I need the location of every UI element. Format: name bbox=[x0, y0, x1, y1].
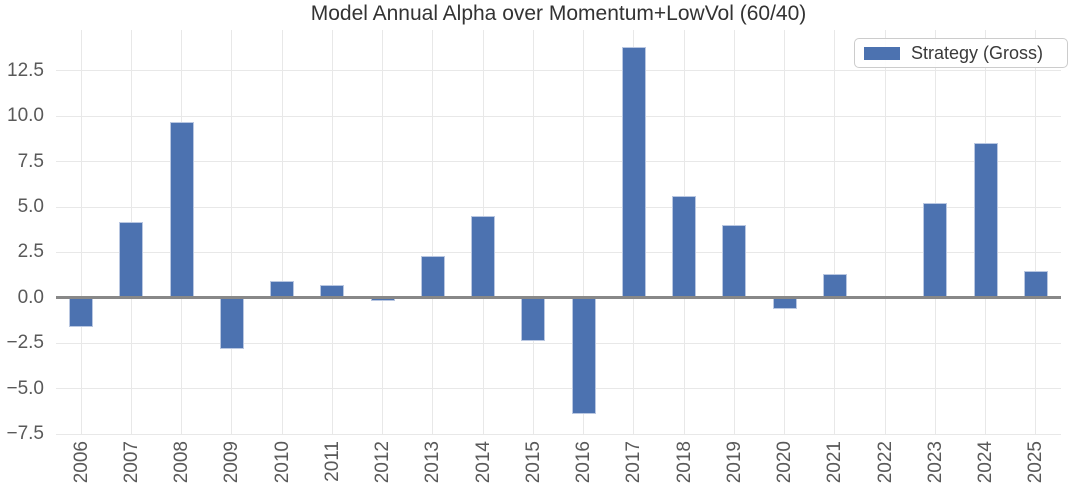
bar-2019 bbox=[722, 225, 747, 298]
bar-2008 bbox=[169, 121, 194, 298]
x-tick-label: 2010 bbox=[271, 441, 293, 484]
x-tick-label: 2016 bbox=[573, 441, 595, 484]
y-tick-label: −5.0 bbox=[6, 377, 44, 399]
bar-2021 bbox=[822, 274, 847, 298]
bar-2018 bbox=[672, 196, 697, 298]
chart-title: Model Annual Alpha over Momentum+LowVol … bbox=[310, 2, 807, 25]
y-tick-label: −7.5 bbox=[6, 423, 44, 444]
bar-2017 bbox=[621, 47, 646, 298]
v-gridline bbox=[281, 30, 283, 434]
v-gridline bbox=[784, 30, 786, 434]
h-gridline bbox=[56, 388, 1061, 390]
x-tick-label: 2009 bbox=[221, 441, 243, 484]
y-tick-label: 5.0 bbox=[17, 196, 44, 218]
x-tick-label: 2019 bbox=[723, 441, 745, 484]
x-tick-label: 2018 bbox=[673, 441, 695, 484]
y-tick-label: 7.5 bbox=[17, 150, 44, 172]
y-tick-label: 2.5 bbox=[17, 241, 44, 263]
plot-area bbox=[56, 30, 1061, 435]
v-gridline bbox=[884, 30, 886, 434]
x-tick-label: 2025 bbox=[1025, 441, 1047, 484]
v-gridline bbox=[1035, 30, 1037, 434]
bar-2024 bbox=[973, 143, 998, 298]
y-tick-label: 12.5 bbox=[7, 59, 44, 81]
h-gridline bbox=[56, 115, 1061, 117]
v-gridline bbox=[834, 30, 836, 434]
h-gridline bbox=[56, 433, 1061, 435]
h-gridline bbox=[56, 206, 1061, 208]
x-tick-label: 2006 bbox=[70, 441, 92, 484]
x-tick-label: 2022 bbox=[874, 441, 896, 484]
h-gridline bbox=[56, 70, 1061, 72]
x-tick-label: 2015 bbox=[522, 441, 544, 484]
bar-2023 bbox=[923, 203, 948, 298]
v-gridline bbox=[231, 30, 233, 434]
x-tick-label: 2023 bbox=[924, 441, 946, 484]
legend: Strategy (Gross) bbox=[854, 38, 1068, 68]
bar-2006 bbox=[69, 297, 94, 327]
x-tick-label: 2011 bbox=[321, 441, 343, 482]
x-tick-label: 2014 bbox=[472, 441, 494, 484]
x-tick-label: 2020 bbox=[774, 441, 796, 484]
h-gridline bbox=[56, 342, 1061, 344]
bar-2009 bbox=[219, 297, 244, 349]
x-tick-label: 2024 bbox=[975, 441, 997, 484]
v-gridline bbox=[382, 30, 384, 434]
bar-2013 bbox=[420, 256, 445, 298]
zero-line bbox=[56, 296, 1061, 300]
legend-label: Strategy (Gross) bbox=[911, 42, 1044, 63]
x-tick-label: 2007 bbox=[120, 441, 142, 484]
bar-2015 bbox=[521, 297, 546, 342]
v-gridline bbox=[331, 30, 333, 434]
y-tick-label: 10.0 bbox=[7, 105, 44, 127]
y-tick-label: 0.0 bbox=[17, 286, 44, 308]
x-tick-label: 2012 bbox=[372, 441, 394, 484]
bar-2014 bbox=[471, 216, 496, 298]
bar-2016 bbox=[571, 297, 596, 415]
legend-swatch-icon bbox=[864, 46, 900, 60]
x-tick-label: 2013 bbox=[422, 441, 444, 484]
x-tick-label: 2017 bbox=[623, 441, 645, 484]
v-gridline bbox=[583, 30, 585, 434]
h-gridline bbox=[56, 251, 1061, 253]
v-gridline bbox=[432, 30, 434, 434]
y-tick-label: −2.5 bbox=[6, 332, 44, 354]
bar-2007 bbox=[119, 221, 144, 298]
h-gridline bbox=[56, 161, 1061, 163]
bar-2020 bbox=[772, 297, 797, 309]
x-tick-label: 2008 bbox=[171, 441, 193, 484]
x-tick-label: 2021 bbox=[824, 441, 846, 484]
v-gridline bbox=[80, 30, 82, 434]
bar-2025 bbox=[1023, 270, 1048, 298]
v-gridline bbox=[532, 30, 534, 434]
